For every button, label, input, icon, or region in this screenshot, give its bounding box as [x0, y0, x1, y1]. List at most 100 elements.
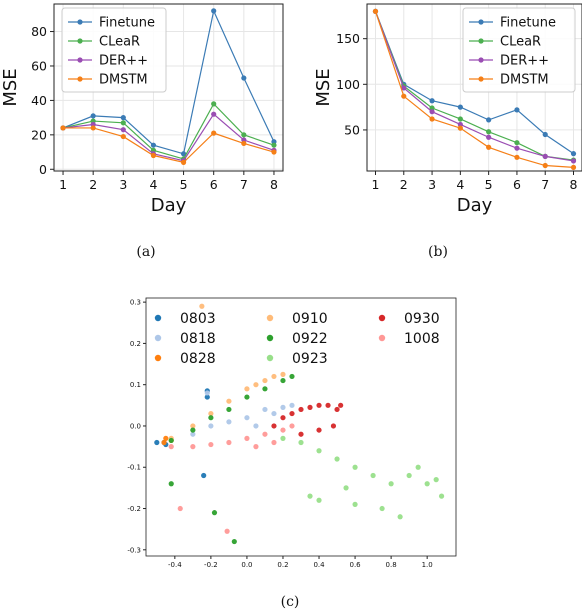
data-point — [372, 8, 379, 14]
series-line-der++ — [374, 11, 574, 162]
legend-marker — [77, 38, 83, 44]
data-point — [271, 149, 277, 155]
data-point — [486, 144, 492, 150]
data-point — [120, 133, 126, 140]
y-tick-label: -0.3 — [127, 546, 141, 554]
plot-frame — [53, 3, 284, 172]
data-point-0803 — [154, 439, 160, 446]
data-point-0910 — [253, 382, 259, 388]
x-tick-label: -0.2 — [204, 561, 218, 569]
y-tick-label: 40 — [31, 93, 47, 108]
data-point — [211, 111, 217, 117]
data-point — [150, 142, 157, 148]
x-tick-label: 0.6 — [349, 561, 361, 569]
series-line-finetune — [62, 8, 275, 155]
series-line-der++ — [62, 113, 275, 162]
caption-b: (b) — [428, 244, 448, 260]
chart-a: 1 2 3 4 5 6 7 8020406080DayMSEFinetuneCLeaRDER+… — [0, 3, 284, 216]
data-point-0803 — [204, 394, 210, 400]
legend-marker — [266, 334, 274, 342]
data-point-0910 — [226, 398, 232, 404]
y-tick-label: 0 — [39, 162, 47, 177]
data-point — [241, 75, 247, 81]
data-point-0923 — [438, 493, 445, 499]
x-tick-label: 4 — [149, 177, 157, 192]
data-point-1008 — [226, 439, 232, 446]
y-axis-label: MSE — [313, 68, 334, 106]
data-point-0818 — [208, 423, 214, 429]
data-point-1008 — [244, 435, 250, 441]
data-point-0923 — [352, 501, 358, 507]
data-point-0930 — [325, 402, 331, 408]
x-tick-label: 2 — [89, 177, 97, 192]
x-tick-label: 0.4 — [313, 561, 325, 569]
series-line-dmstm — [374, 11, 574, 168]
data-point-1008 — [224, 528, 230, 534]
data-point — [211, 130, 217, 136]
legend-box — [61, 7, 167, 93]
caption-a: (a) — [136, 244, 155, 260]
data-point-0922 — [244, 394, 250, 400]
x-tick-label: 0.2 — [277, 561, 288, 569]
data-point — [211, 101, 217, 107]
data-point-0923 — [280, 435, 286, 441]
x-tick-label: 0.8 — [386, 561, 397, 569]
legend-marker — [154, 314, 162, 322]
data-point-0923 — [397, 514, 403, 520]
x-axis-label: Day — [151, 195, 187, 216]
data-point — [401, 93, 407, 99]
legend-box — [462, 7, 576, 93]
x-tick-label: 8 — [270, 177, 278, 192]
y-tick-label: 150 — [336, 31, 360, 46]
legend-label: DER++ — [99, 54, 148, 69]
data-point-0803 — [201, 472, 207, 479]
legend-marker — [154, 334, 162, 342]
data-point-0923 — [424, 481, 430, 487]
legend-label: DMSTM — [500, 73, 549, 88]
data-point-0922 — [280, 377, 286, 384]
x-tick-label: 1.0 — [422, 561, 433, 569]
data-point-0930 — [338, 402, 344, 408]
data-point-0828 — [161, 439, 167, 446]
x-tick-label: -0.4 — [168, 561, 182, 569]
legend-label: 0818 — [180, 331, 216, 347]
data-point — [514, 145, 520, 151]
x-axis-label: Day — [457, 195, 493, 216]
data-point-0818 — [190, 431, 196, 437]
legend-marker — [478, 19, 484, 25]
data-point-0828 — [163, 435, 169, 441]
data-point — [570, 158, 577, 164]
data-point-0818 — [271, 410, 277, 417]
data-point — [60, 125, 66, 131]
data-point — [120, 127, 126, 133]
data-point — [180, 159, 187, 165]
data-point-0818 — [262, 406, 268, 413]
legend-label: CLeaR — [99, 35, 140, 50]
legend-marker — [77, 57, 83, 63]
chart-b: 1 2 3 4 5 6 7 8 50 100 150 Day MSE Finetune CLeaR DER++… — [313, 3, 582, 216]
data-point — [120, 115, 126, 121]
data-point-1008 — [289, 423, 295, 429]
data-point-0923 — [334, 456, 340, 462]
data-point-0930 — [298, 431, 304, 437]
data-point-0923 — [415, 464, 421, 470]
data-point-0930 — [316, 402, 322, 408]
series-line-clear — [62, 102, 275, 160]
data-point-1008 — [190, 444, 196, 450]
data-point — [401, 85, 407, 91]
legend-marker — [154, 354, 162, 362]
data-point-0910 — [244, 386, 250, 392]
legend-label: 0828 — [180, 351, 216, 367]
plot-frame — [366, 3, 582, 172]
caption-c: (c) — [281, 594, 300, 610]
data-point-0910 — [280, 371, 286, 377]
data-point-0930 — [316, 427, 322, 433]
data-point-1008 — [280, 427, 286, 433]
data-point — [457, 121, 463, 128]
data-point-1008 — [253, 444, 259, 450]
data-point — [514, 107, 520, 113]
x-tick-label: 3 — [119, 177, 127, 192]
data-point-0930 — [289, 410, 295, 417]
legend-marker — [266, 314, 274, 322]
series-line-dmstm — [63, 127, 275, 164]
